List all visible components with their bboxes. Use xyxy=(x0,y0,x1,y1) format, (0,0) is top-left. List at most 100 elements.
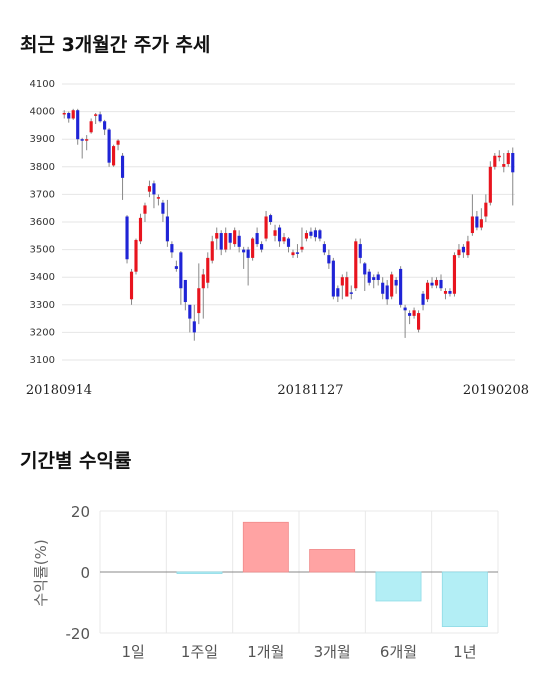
y-tick-label: 3700 xyxy=(30,189,55,200)
candle xyxy=(80,137,84,159)
return-y-axis-label: 수익률(%) xyxy=(32,539,50,606)
candle-body xyxy=(421,293,425,305)
candle xyxy=(62,110,66,119)
return-bar xyxy=(441,571,488,627)
candle-body xyxy=(354,241,358,289)
candle-body xyxy=(165,216,169,242)
candle xyxy=(291,249,295,258)
candle-body xyxy=(367,271,371,283)
candle-body xyxy=(107,129,111,163)
candle xyxy=(493,153,497,170)
candle xyxy=(394,277,398,294)
candle xyxy=(179,250,183,305)
candle xyxy=(219,230,223,256)
candle xyxy=(103,119,107,136)
candle-body xyxy=(224,233,228,250)
candle-body xyxy=(98,114,102,122)
candle xyxy=(376,271,380,286)
candle-body xyxy=(116,140,120,145)
candle xyxy=(385,279,389,305)
candle-body xyxy=(161,202,165,214)
candle xyxy=(125,215,129,264)
candle xyxy=(506,150,510,167)
candle xyxy=(210,235,214,264)
candle-body xyxy=(313,230,317,238)
candle xyxy=(71,108,75,120)
candle xyxy=(246,246,250,286)
candle xyxy=(497,150,501,162)
candle xyxy=(403,304,407,338)
candle-body xyxy=(511,153,515,173)
candle xyxy=(165,199,169,247)
candle xyxy=(434,277,439,289)
candle xyxy=(336,285,340,303)
return-bar xyxy=(309,549,356,573)
candle xyxy=(363,262,367,291)
y-tick-label: 3900 xyxy=(30,134,55,145)
candle xyxy=(161,199,165,222)
x-tick-label: 1주일 xyxy=(181,643,218,661)
candle xyxy=(237,230,241,253)
candle xyxy=(479,208,483,231)
candle-body xyxy=(443,291,448,294)
candle xyxy=(76,108,80,145)
return-title: 기간별 수익률 xyxy=(20,450,132,472)
candle-body xyxy=(372,277,376,280)
return-bars xyxy=(176,521,488,627)
candle xyxy=(331,257,335,300)
candle-body xyxy=(89,121,93,133)
x-tick-label: 20190208 xyxy=(463,383,529,398)
candle xyxy=(67,111,71,123)
price-candles xyxy=(62,108,515,341)
candle-body xyxy=(210,241,214,261)
candle-body xyxy=(112,146,116,166)
candle xyxy=(120,153,125,200)
candle-body xyxy=(425,282,430,300)
price-y-ticks: 4100 4000 3900 3800 3700 3600 3500 3400 3300 3200… xyxy=(30,79,55,366)
candle xyxy=(201,268,205,319)
candle xyxy=(313,227,317,242)
candle-body xyxy=(219,233,223,250)
candle xyxy=(98,111,102,123)
candle-body xyxy=(152,183,156,195)
candle-body xyxy=(147,186,152,192)
candle xyxy=(318,228,322,242)
candle xyxy=(251,237,255,261)
candle xyxy=(421,291,425,311)
candle xyxy=(85,135,89,151)
candle xyxy=(94,112,98,125)
candle-body xyxy=(183,279,187,303)
candle xyxy=(390,271,394,300)
candle xyxy=(443,288,448,300)
candle xyxy=(470,194,474,236)
candle-body xyxy=(268,215,273,222)
candle xyxy=(452,252,457,297)
candle xyxy=(461,244,465,258)
candle-body xyxy=(103,121,107,130)
candle-body xyxy=(457,249,461,256)
candle xyxy=(408,310,412,325)
candle-body xyxy=(358,244,362,258)
candle-body xyxy=(228,233,232,243)
candle xyxy=(183,279,187,311)
candle-body xyxy=(322,244,326,253)
candle xyxy=(215,227,219,250)
candle xyxy=(206,252,210,289)
candle-body xyxy=(376,274,380,280)
candle xyxy=(372,274,376,289)
candle-body xyxy=(192,321,196,333)
candle-body xyxy=(179,252,183,289)
candle xyxy=(354,238,358,291)
y-tick-label: 4000 xyxy=(30,107,55,118)
price-trend-title: 최근 3개월간 주가 추세 xyxy=(20,34,211,56)
candle-body xyxy=(80,139,84,141)
candle-body xyxy=(188,304,192,319)
candle xyxy=(129,268,134,305)
candle-body xyxy=(470,216,474,234)
x-tick-label: 3개월 xyxy=(314,643,351,661)
candle-body xyxy=(479,219,483,228)
y-tick-label: 3500 xyxy=(30,245,55,256)
candle xyxy=(273,224,277,242)
candle-body xyxy=(143,205,147,214)
y-tick-label: 4100 xyxy=(30,79,55,90)
